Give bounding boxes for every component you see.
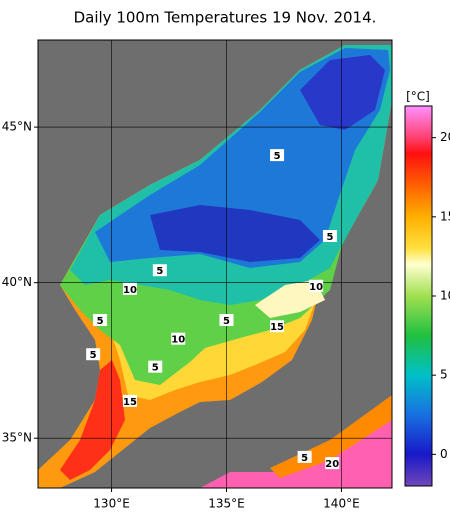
land-japan	[128, 215, 392, 470]
colorbar	[404, 105, 433, 487]
contour-label-box	[86, 348, 101, 361]
contour-label-box	[322, 230, 337, 242]
contour-label: 5	[270, 149, 285, 162]
x-tick-label: 130°E	[93, 497, 130, 511]
contour-label-text: 15	[123, 397, 137, 408]
contour-label: 10	[122, 282, 137, 296]
contour-label: 5	[148, 360, 163, 374]
contour-label-box	[309, 279, 324, 292]
x-tick-label: 135°E	[208, 497, 245, 511]
colorbar-tick-label: 10	[440, 289, 450, 303]
contour-label-text: 5	[223, 316, 230, 327]
sea-deep-blue	[150, 205, 320, 262]
contour-label-box	[219, 314, 234, 326]
contour-label: 5	[93, 314, 108, 327]
contour-label: 20	[325, 457, 340, 470]
sea-pale	[255, 280, 325, 318]
contour-label: 10	[171, 332, 186, 346]
contour-label-text: 15	[270, 322, 284, 333]
contour-label: 15	[122, 394, 137, 408]
contour-label-text: 5	[152, 363, 159, 374]
x-tick-label: 140°E	[323, 497, 360, 511]
contour-label: 5	[297, 450, 312, 464]
contour-label-text: 10	[123, 285, 137, 296]
contour-label: 5	[219, 314, 234, 327]
colorbar-tick-label: 20	[440, 130, 450, 144]
contour-label-text: 10	[309, 282, 323, 293]
sea-pacific	[200, 402, 392, 488]
contour-label-box	[270, 320, 285, 333]
contour-label-box	[325, 457, 340, 470]
colorbar-tick-label: 0	[440, 447, 448, 461]
map-area	[38, 40, 392, 488]
contour-label-text: 10	[171, 335, 185, 346]
y-tick-label: 35°N	[2, 431, 32, 445]
contour-label-box	[122, 282, 137, 295]
contour-label-box	[148, 360, 163, 373]
y-tick-label: 40°N	[2, 275, 32, 289]
sea-cold-north	[300, 55, 385, 130]
contour-label-box	[270, 149, 285, 162]
contour-label-box	[122, 394, 137, 407]
colorbar-tick-label: 15	[440, 209, 450, 223]
colorbar-scale	[404, 105, 433, 487]
colorbar-tick-label: 5	[440, 368, 448, 382]
sea-red-korea	[60, 360, 125, 480]
contour-label-box	[171, 332, 186, 345]
contour-label-text: 5	[274, 151, 281, 162]
contour-label: 10	[309, 279, 324, 293]
contour-label-box	[93, 314, 108, 326]
contour-label-text: 5	[301, 453, 308, 464]
colorbar-label: [°C]	[406, 90, 430, 104]
contour-label: 15	[270, 320, 285, 333]
map-frame	[37, 39, 393, 489]
y-tick-label: 45°N	[2, 120, 32, 134]
contour-label-text: 20	[325, 459, 339, 470]
title: Daily 100m Temperatures 19 Nov. 2014.	[74, 9, 377, 27]
contour-label-text: 5	[90, 350, 97, 361]
contour-label: 5	[322, 230, 337, 243]
contour-label-text: 5	[326, 232, 333, 243]
contour-label-box	[297, 450, 312, 463]
contour-label-box	[152, 264, 167, 277]
contour-label: 5	[86, 348, 101, 361]
contour-label: 5	[152, 264, 167, 277]
contour-label-text: 5	[156, 266, 163, 277]
contour-label-text: 5	[97, 316, 104, 327]
